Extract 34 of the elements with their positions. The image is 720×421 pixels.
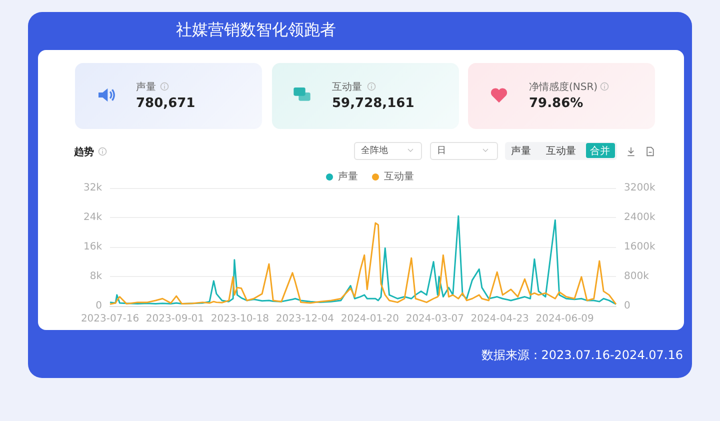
x-tick-label: 2024-06-09 bbox=[536, 314, 594, 324]
y2-tick-label: 2400k bbox=[624, 212, 656, 223]
y-tick-label: 32k bbox=[83, 182, 102, 194]
x-tick-label: 2023-07-16 bbox=[80, 314, 140, 324]
legend-label: 声量 bbox=[338, 170, 358, 182]
text: 79.86% bbox=[529, 96, 584, 111]
y2-tick-label: 800k bbox=[624, 271, 650, 282]
source-note: 数据来源：2023.07.16-2024.07.16 bbox=[481, 347, 683, 364]
chart-subtitle: 趋势 bbox=[74, 146, 94, 159]
x-tick-label: 2024-04-23 bbox=[470, 314, 529, 324]
x-tick-label: 2023-10-18 bbox=[210, 314, 270, 324]
text: 声量 bbox=[136, 80, 156, 94]
text: 780,671 bbox=[136, 96, 196, 111]
y-tick-label: 16k bbox=[83, 242, 102, 252]
x-tick-label: 2023-09-01 bbox=[146, 314, 204, 324]
y2-tick-label: 0 bbox=[624, 300, 630, 312]
text: 59,728,161 bbox=[332, 96, 414, 111]
y-tick-label: 24k bbox=[83, 212, 102, 223]
text: 合并 bbox=[590, 144, 610, 158]
text: 日 bbox=[437, 145, 446, 157]
text: 声量 bbox=[511, 144, 531, 158]
y-tick-label: 8k bbox=[90, 271, 102, 282]
text: 全阵地 bbox=[361, 144, 388, 157]
y2-tick-label: 1600k bbox=[624, 242, 656, 252]
text: 净情感度(NSR) bbox=[529, 80, 598, 94]
y2-tick-label: 3200k bbox=[624, 182, 656, 194]
x-tick-label: 2023-12-04 bbox=[276, 314, 334, 324]
x-tick-label: 2024-01-20 bbox=[340, 314, 399, 324]
y-tick-label: 0 bbox=[96, 300, 102, 312]
x-tick-label: 2024-03-07 bbox=[406, 314, 464, 324]
text: 互动量 bbox=[546, 145, 576, 158]
text: 互动量 bbox=[332, 81, 362, 94]
legend-label: 互动量 bbox=[384, 172, 414, 182]
chart-title: 社媒营销数智化领跑者 bbox=[176, 20, 336, 41]
